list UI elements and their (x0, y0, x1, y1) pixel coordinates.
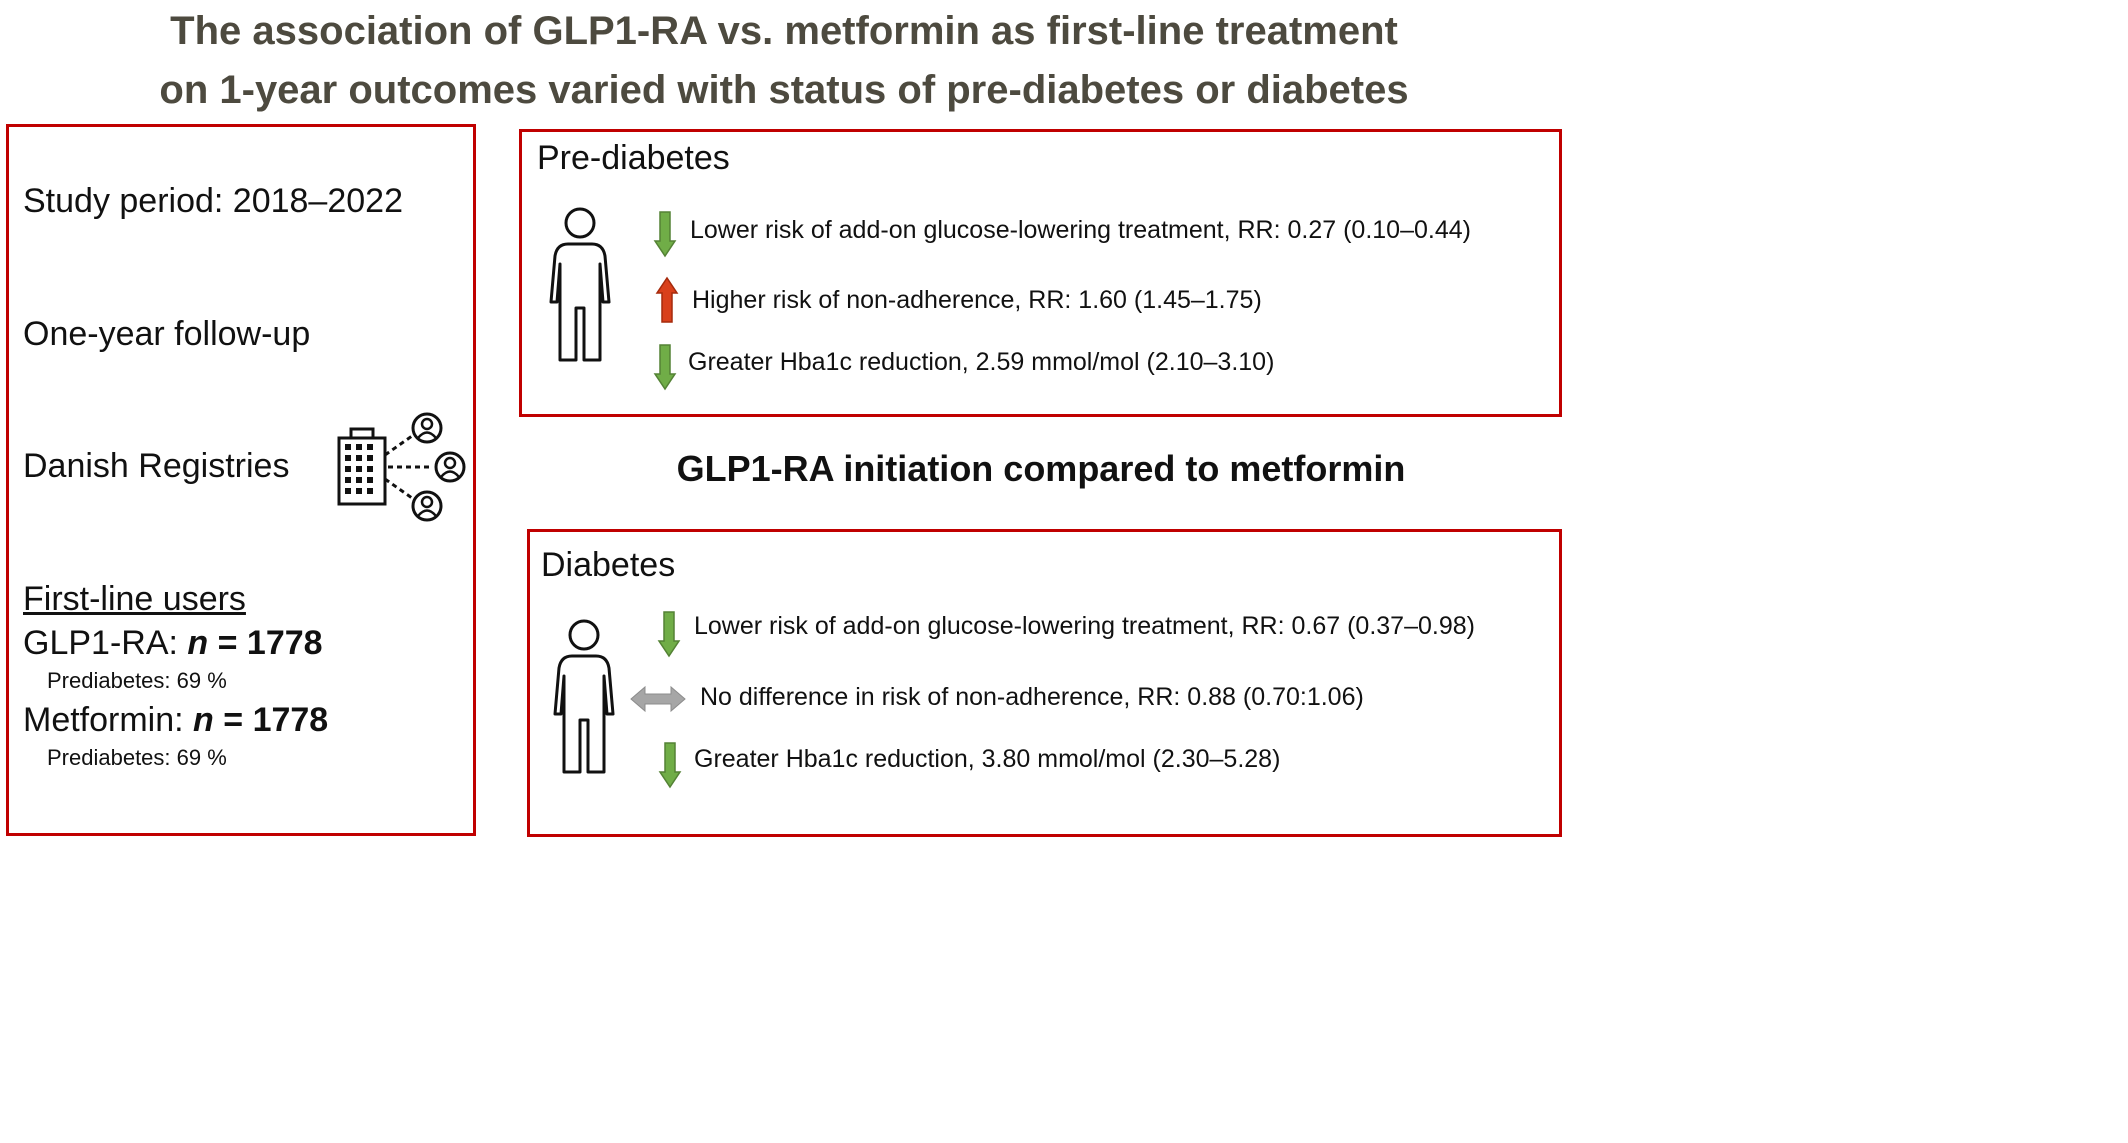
diabetes-outcome-2: No difference in risk of non-adherence, … (700, 683, 1364, 711)
prediabetes-outcome-2: Higher risk of non-adherence, RR: 1.60 (… (692, 286, 1262, 314)
registry-connections (384, 434, 433, 500)
diabetes-outcome-3: Greater Hba1c reduction, 3.80 mmol/mol (… (694, 745, 1281, 773)
title-line-1: The association of GLP1-RA vs. metformin… (170, 9, 1398, 53)
glp1-users: GLP1-RA: n = 1778 (23, 624, 323, 663)
building-icon (337, 427, 387, 506)
study-info-box (6, 124, 476, 836)
metformin-label: Metformin: (23, 701, 194, 739)
glp1-prediabetes: Prediabetes: 69 % (47, 668, 227, 693)
prediabetes-outcome-3: Greater Hba1c reduction, 2.59 mmol/mol (… (688, 348, 1275, 376)
prediabetes-outcome-1: Lower risk of add-on glucose-lowering tr… (690, 216, 1471, 244)
arrow-down-icon (653, 344, 677, 391)
prediabetes-heading: Pre-diabetes (537, 139, 730, 177)
glp1-n: n = 1778 (187, 624, 323, 662)
registries-label: Danish Registries (23, 447, 290, 485)
diabetes-outcome-1: Lower risk of add-on glucose-lowering tr… (694, 612, 1475, 640)
metformin-prediabetes: Prediabetes: 69 % (47, 745, 227, 770)
diabetes-heading: Diabetes (541, 546, 676, 584)
arrow-down-icon (653, 211, 677, 258)
study-period: Study period: 2018–2022 (23, 182, 403, 220)
prediabetes-box (519, 129, 1562, 417)
double-arrow-icon (630, 685, 686, 713)
user-circle-icon (434, 451, 466, 483)
follow-up: One-year follow-up (23, 315, 311, 353)
arrow-up-icon (655, 276, 679, 323)
first-line-users-heading: First-line users (23, 580, 246, 618)
person-icon (549, 207, 611, 362)
comparison-heading: GLP1-RA initiation compared to metformin (676, 448, 1406, 489)
metformin-n: n = 1778 (193, 701, 329, 739)
metformin-users: Metformin: n = 1778 (23, 701, 328, 740)
arrow-down-icon (658, 742, 682, 789)
user-circle-icon (411, 412, 443, 444)
diabetes-box (527, 529, 1562, 837)
user-circle-icon (411, 490, 443, 522)
title-line-2: on 1-year outcomes varied with status of… (159, 68, 1409, 112)
arrow-down-icon (657, 611, 681, 658)
main-title: The association of GLP1-RA vs. metformin… (0, 2, 1568, 120)
glp1-label: GLP1-RA: (23, 624, 188, 662)
person-icon (553, 619, 615, 774)
